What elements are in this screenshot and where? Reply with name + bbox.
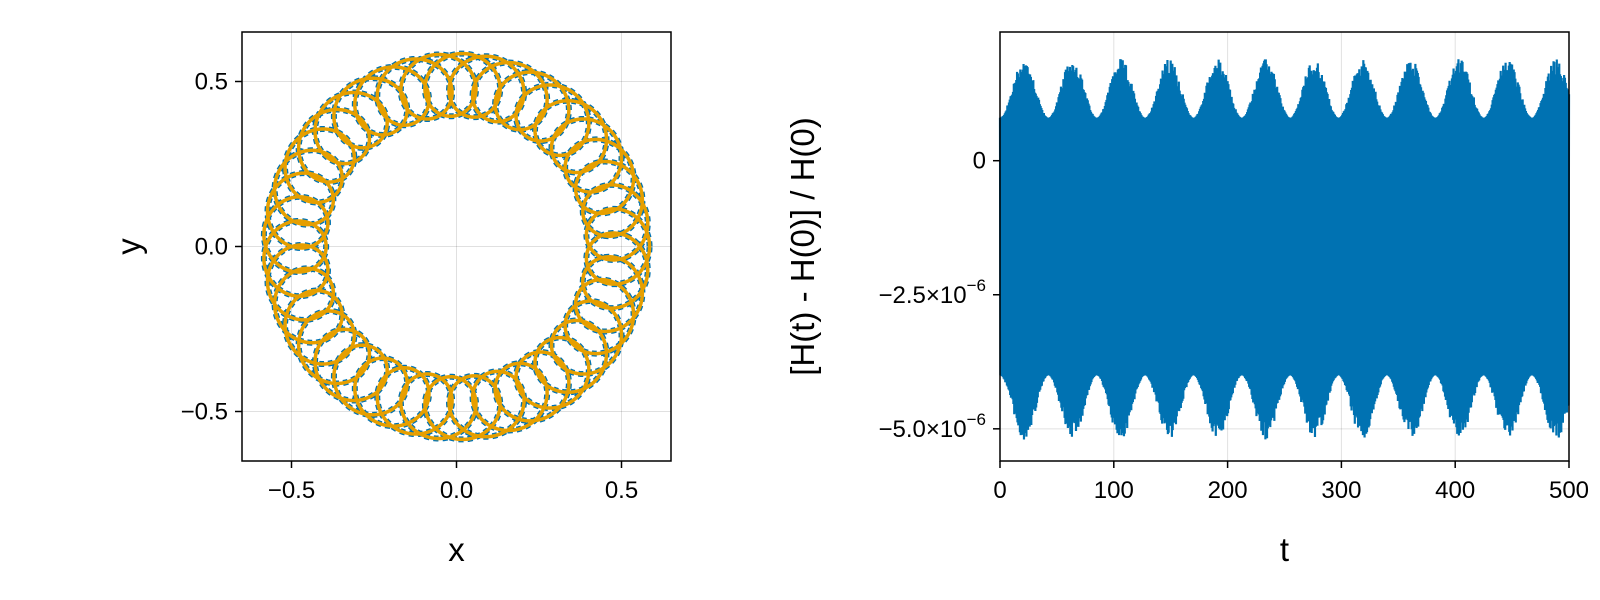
orbit-plot: −0.5 0.0 0.5 −0.5 0.0 0.5 x y [110,31,672,568]
energy-xtick-label: 500 [1549,477,1589,504]
energy-xtick-label: 100 [1094,477,1134,504]
orbit-ytick-label: −0.5 [181,399,228,426]
orbit-xtick-label: −0.5 [268,477,315,504]
energy-ticks: 0 100 200 300 400 500 0 −2.5×10−6 −5.0×10−6 [879,148,1590,504]
energy-frame [999,31,1570,462]
energy-xtick-label: 300 [1321,477,1361,504]
orbit-xtick-label: 0.0 [440,477,473,504]
energy-xtick-label: 200 [1208,477,1248,504]
energy-ylabel: [H(t) - H(0)] / H(0) [784,117,821,375]
orbit-ytick-label: 0.0 [195,234,228,261]
energy-ytick-label: 0 [973,148,986,175]
orbit-xtick-label: 0.5 [605,477,638,504]
energy-error-plot: 0 100 200 300 400 500 0 −2.5×10−6 −5.0×10−6 t [H… [784,31,1590,568]
orbit-ticks: −0.5 0.0 0.5 −0.5 0.0 0.5 [181,69,639,505]
orbit-ytick-label: 0.5 [195,69,228,96]
orbit-xlabel: x [448,531,465,568]
energy-ytick-label: −5.0×10−6 [879,410,986,443]
energy-series-line [998,59,1571,440]
energy-xtick-label: 0 [993,477,1006,504]
energy-series [998,59,1571,440]
orbit-curves [260,50,653,443]
energy-xlabel: t [1280,531,1289,568]
orbit-ylabel: y [110,238,147,255]
energy-xtick-label: 400 [1435,477,1475,504]
energy-ytick-label: −2.5×10−6 [879,276,986,309]
orbit-series-orange [262,51,652,442]
